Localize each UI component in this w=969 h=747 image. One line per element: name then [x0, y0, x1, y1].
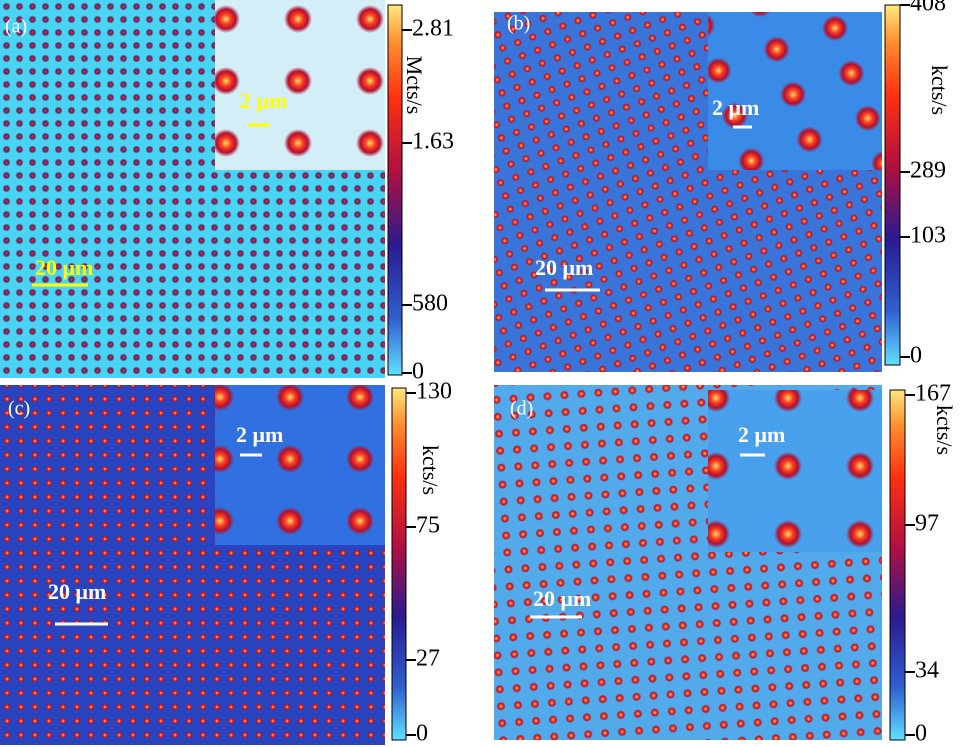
colorbar-tick-label: 0	[412, 359, 424, 385]
inset-map	[708, 12, 882, 170]
panel: (b) 20 μm 2 μm 408 289 103 0 kcts/s	[494, 0, 952, 372]
colorbar-unit: kcts/s	[927, 65, 952, 115]
colorbar-unit: Mcts/s	[402, 56, 427, 115]
colorbar-tick-label: 167	[915, 381, 951, 407]
inset-map	[708, 390, 882, 552]
colorbar	[889, 389, 906, 741]
inset-map	[215, 0, 385, 170]
colorbar-tick-label: 0	[910, 343, 922, 369]
panel-label: (c)	[8, 398, 30, 420]
scale-bar-label: 20 μm	[533, 586, 591, 611]
inset-scale-bar-label: 2 μm	[712, 95, 759, 120]
colorbar	[391, 387, 407, 741]
colorbar-tick-label: 0	[416, 721, 428, 747]
inset-scale-bar-label: 2 μm	[236, 422, 283, 447]
colorbar-tick-label: 103	[910, 223, 946, 249]
inset-scale-bar-label: 2 μm	[240, 88, 287, 113]
inset-map	[215, 385, 385, 545]
colorbar-tick-label: 34	[915, 658, 939, 684]
scale-bar-label: 20 μm	[48, 579, 106, 604]
colorbar	[884, 4, 901, 366]
scale-bar-label: 20 μm	[535, 255, 593, 280]
colorbar	[387, 4, 403, 376]
panel: (a) 20 μm 2 μm 2.81 1.63 580 0 Mcts/s	[0, 0, 454, 385]
colorbar-tick-label: 130	[416, 379, 452, 405]
colorbar-tick-label: 75	[416, 513, 440, 539]
colorbar-unit: kcts/s	[418, 445, 443, 495]
colorbar-tick-label: 0	[915, 721, 927, 747]
colorbar-tick-label: 27	[416, 646, 440, 672]
scale-bar-label: 20 μm	[35, 255, 93, 280]
colorbar-tick-label: 580	[412, 291, 448, 317]
colorbar-tick-label: 97	[915, 511, 939, 537]
colorbar-tick-label: 1.63	[412, 129, 454, 155]
colorbar-tick-label: 289	[910, 158, 946, 184]
colorbar-unit: kcts/s	[932, 405, 957, 455]
panel-label: (b)	[507, 13, 530, 35]
inset-scale-bar-label: 2 μm	[738, 422, 785, 447]
panel: (c) 20 μm 2 μm 130 75 27 0 kcts/s	[0, 379, 452, 747]
panel: (d) 20 μm 2 μm 167 97 34 0 kcts/s	[494, 381, 957, 747]
colorbar-tick-label: 408	[910, 0, 946, 17]
panel-label: (a)	[5, 16, 27, 38]
colorbar-tick-label: 2.81	[412, 16, 454, 42]
panel-label: (d)	[510, 398, 533, 420]
